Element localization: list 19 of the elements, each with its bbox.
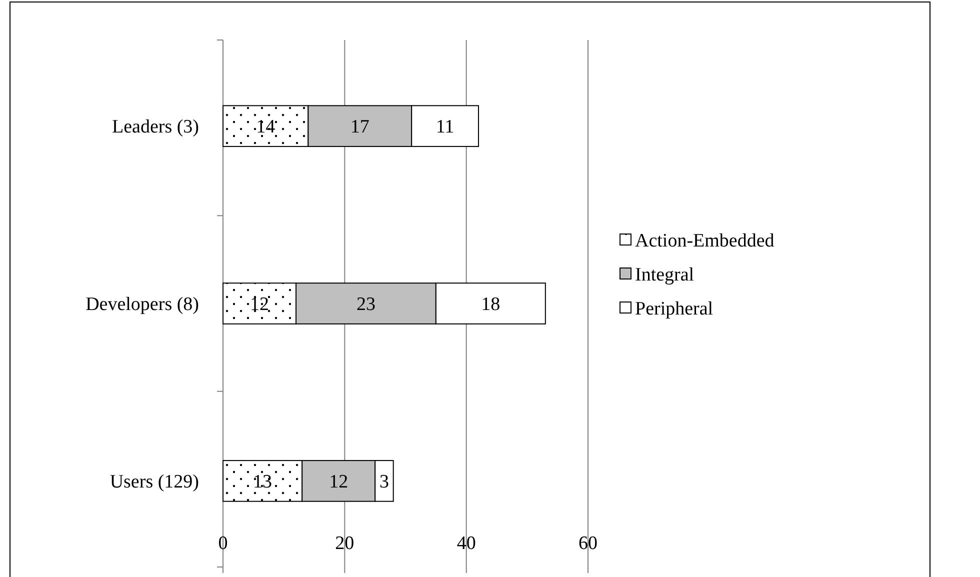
legend-label: Action-Embedded [635, 230, 775, 252]
data-label: 17 [350, 116, 370, 138]
y-tick-label: Users (129) [110, 472, 199, 493]
legend-label: Integral [635, 264, 694, 286]
data-label: 11 [436, 116, 454, 138]
x-tick-label: 0 [218, 533, 228, 554]
y-tick-label: Leaders (3) [112, 116, 199, 138]
data-label: 3 [379, 472, 389, 493]
data-label: 12 [329, 472, 348, 493]
data-label: 18 [481, 294, 500, 316]
data-label: 12 [250, 294, 269, 316]
data-label: 23 [356, 294, 376, 316]
y-tick-label: Developers (8) [86, 294, 199, 316]
data-label: 13 [253, 472, 272, 493]
x-tick-label: 60 [578, 533, 598, 554]
legend-label: Peripheral [635, 298, 714, 320]
x-tick-label: 20 [335, 533, 354, 554]
data-label: 14 [256, 116, 276, 138]
x-tick-label: 40 [456, 533, 476, 554]
